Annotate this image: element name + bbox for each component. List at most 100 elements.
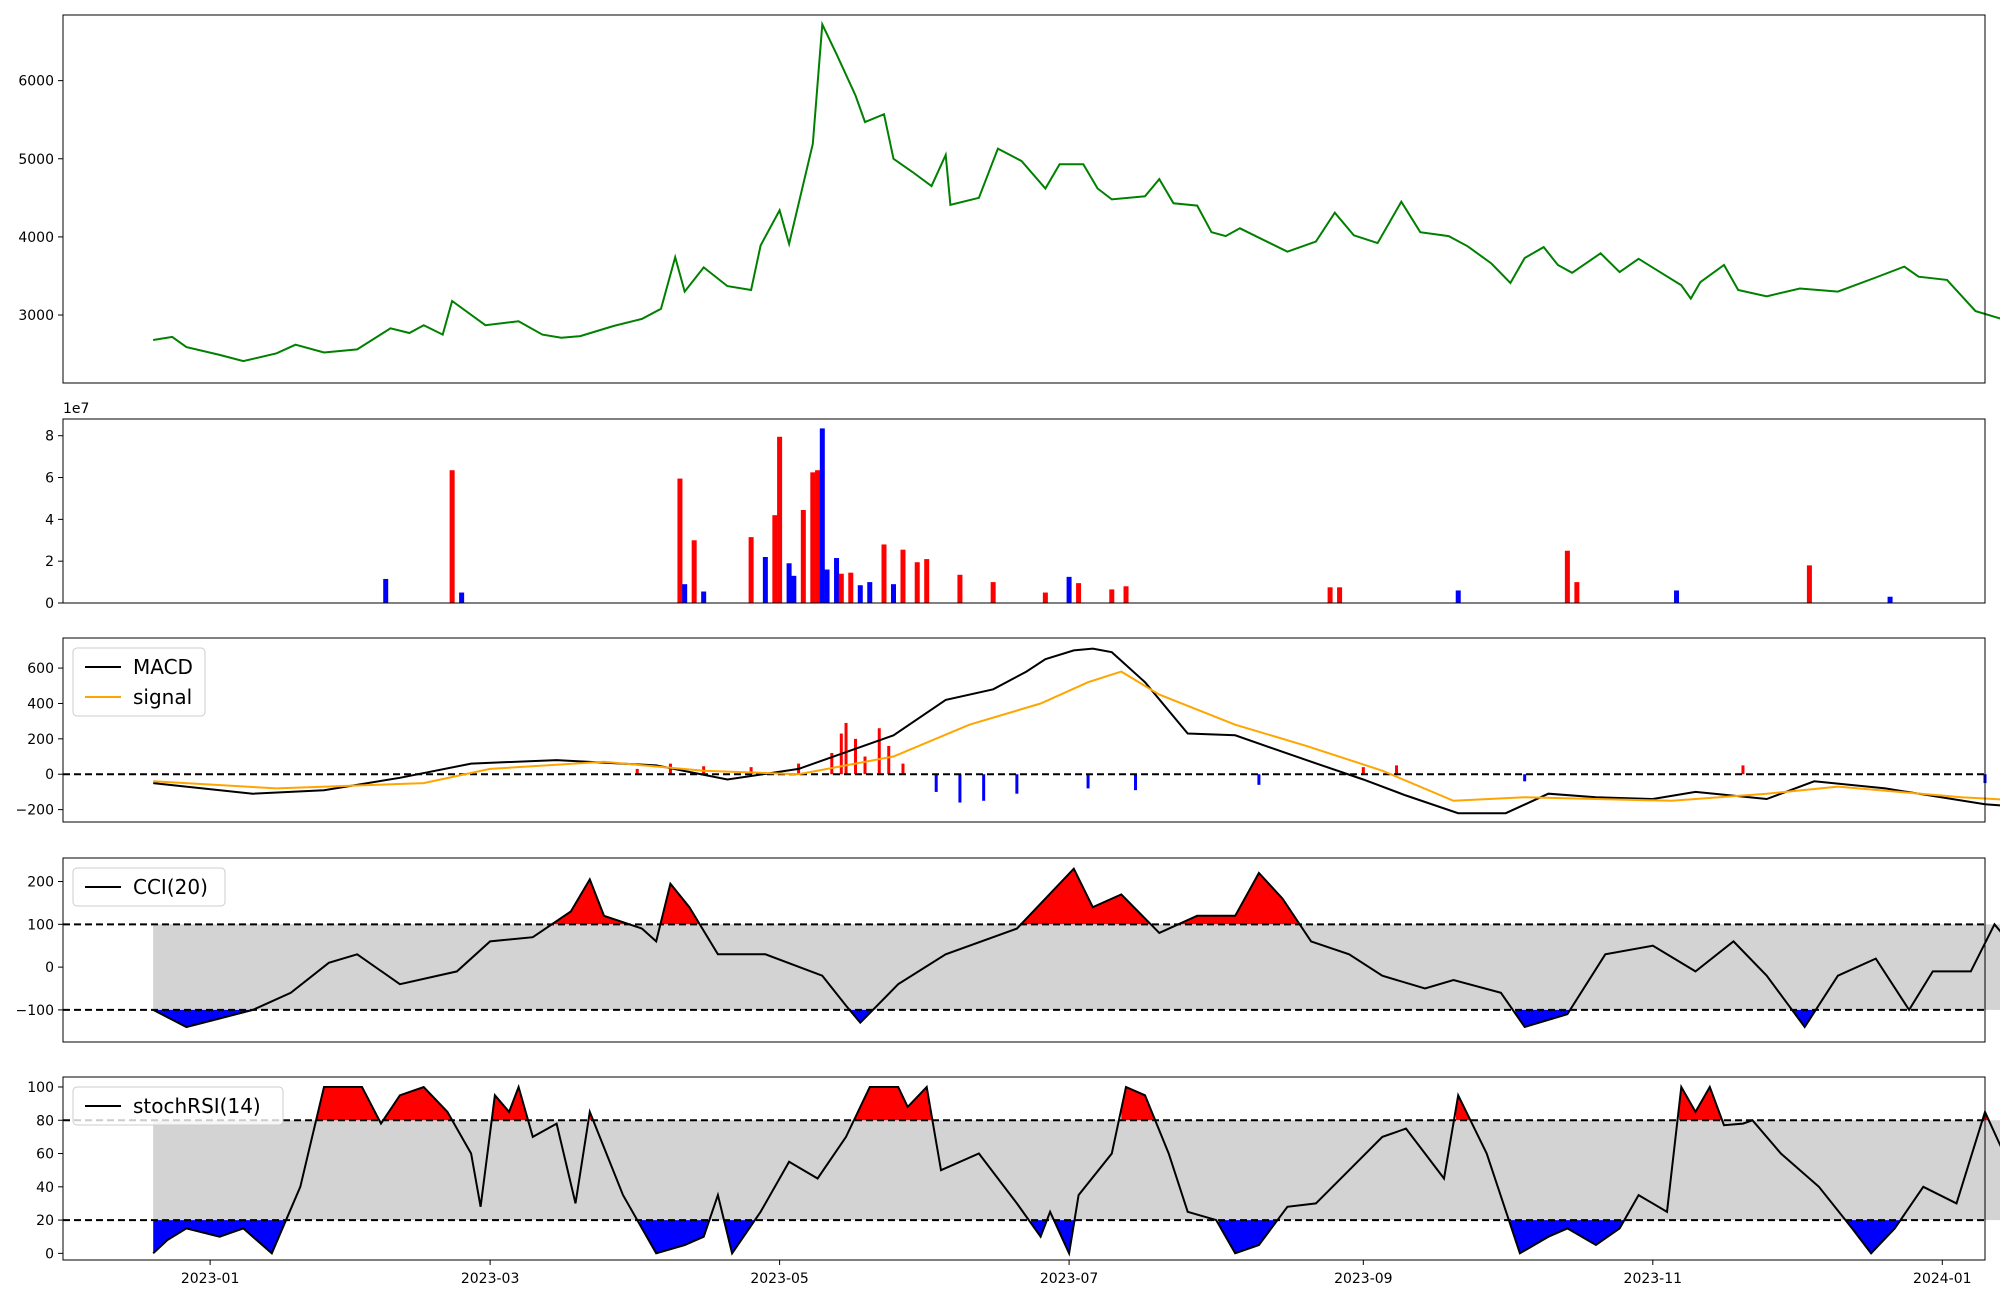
volume-bar	[459, 593, 464, 603]
volume-bar	[848, 573, 853, 603]
macd-histogram-bar	[1741, 765, 1744, 774]
volume-bar	[701, 592, 706, 604]
macd-histogram-bar	[1523, 774, 1526, 781]
y-tick-label: 3000	[18, 308, 54, 324]
volume-bar	[1888, 597, 1893, 603]
x-tick-label: 2023-01	[181, 1271, 240, 1287]
cci-oversold-fill	[156, 1010, 2000, 1031]
macd-histogram-bar	[887, 746, 890, 774]
y-tick-label: 4000	[18, 230, 54, 246]
legend-label: MACD	[133, 655, 193, 679]
volume-bar	[682, 584, 687, 603]
legend-label: stochRSI(14)	[133, 1094, 261, 1118]
volume-bar	[1574, 582, 1579, 603]
macd-histogram-bar	[982, 774, 985, 801]
volume-bar	[1043, 593, 1048, 603]
macd-histogram-bar	[901, 764, 904, 775]
x-tick-label: 2023-09	[1334, 1271, 1393, 1287]
volume-bar	[891, 584, 896, 603]
legend-label: CCI(20)	[133, 875, 208, 899]
y-tick-label: −100	[16, 1003, 54, 1019]
volume-bar	[1076, 583, 1081, 603]
volume-bar	[825, 570, 830, 603]
volume-bar	[991, 582, 996, 603]
y-tick-label: 5000	[18, 152, 54, 168]
volume-bar	[1674, 590, 1679, 603]
y-tick-label: 6	[45, 471, 54, 487]
y-tick-label: 20	[36, 1213, 54, 1229]
volume-bar	[820, 428, 825, 603]
macd-histogram-bar	[1015, 774, 1018, 793]
volume-bar	[858, 585, 863, 603]
y-tick-label: 80	[36, 1113, 54, 1129]
y-tick-label: 100	[27, 1080, 54, 1096]
volume-bar	[1456, 590, 1461, 603]
macd-histogram-bar	[1362, 767, 1365, 774]
volume-bar	[839, 574, 844, 603]
volume-bar	[1124, 586, 1129, 603]
volume-bar	[692, 540, 697, 603]
volume-bar	[900, 550, 905, 603]
y-tick-label: −200	[16, 803, 54, 819]
macd-panel-frame	[63, 638, 1985, 822]
y-tick-label: 2	[45, 554, 54, 570]
macd-histogram-bar	[1257, 774, 1260, 785]
macd-histogram-bar	[854, 739, 857, 774]
price-panel-frame	[63, 15, 1985, 383]
macd-histogram-bar	[878, 728, 881, 774]
volume-bar	[915, 562, 920, 603]
volume-bar	[1067, 577, 1072, 603]
macd-histogram-bar	[1395, 765, 1398, 774]
x-tick-label: 2023-03	[461, 1271, 520, 1287]
volume-bar	[1337, 587, 1342, 603]
y-tick-label: 0	[45, 596, 54, 612]
macd-histogram-bar	[864, 757, 867, 775]
y-tick-label: 200	[27, 875, 54, 891]
volume-bar	[1109, 589, 1114, 603]
macd-histogram-bar	[1087, 774, 1090, 788]
x-tick-label: 2023-05	[750, 1271, 809, 1287]
stochrsi-overbought-fill	[317, 1087, 2000, 1120]
macd-histogram-bar	[958, 774, 961, 802]
volume-offset-label: 1e7	[63, 401, 89, 417]
y-tick-label: 0	[45, 1246, 54, 1262]
y-tick-label: 60	[36, 1147, 54, 1163]
y-tick-label: 8	[45, 429, 54, 445]
macd-histogram-bar	[935, 774, 938, 792]
volume-bar	[787, 563, 792, 603]
macd-line	[153, 649, 2000, 814]
stochrsi-oversold-fill	[153, 1220, 2000, 1253]
volume-bar	[749, 537, 754, 603]
y-tick-label: 400	[27, 696, 54, 712]
volume-bar	[815, 470, 820, 603]
x-tick-label: 2023-11	[1624, 1271, 1683, 1287]
cci-neutral-band	[153, 924, 2000, 1010]
x-tick-label: 2024-01	[1913, 1271, 1972, 1287]
y-tick-label: 0	[45, 960, 54, 976]
y-tick-label: 100	[27, 917, 54, 933]
volume-bar	[1807, 565, 1812, 603]
price-line	[153, 24, 2000, 361]
volume-bar	[882, 544, 887, 603]
volume-panel-frame	[63, 419, 1985, 603]
volume-bar	[791, 576, 796, 603]
legend-label: signal	[133, 685, 192, 709]
volume-bar	[677, 479, 682, 603]
y-tick-label: 40	[36, 1180, 54, 1196]
volume-bar	[772, 515, 777, 603]
volume-bar	[834, 558, 839, 603]
volume-bar	[450, 470, 455, 603]
volume-bar	[801, 510, 806, 603]
volume-bar	[957, 575, 962, 603]
y-tick-label: 600	[27, 661, 54, 677]
macd-histogram-bar	[1134, 774, 1137, 790]
volume-bar	[867, 582, 872, 603]
x-tick-label: 2023-07	[1040, 1271, 1099, 1287]
y-tick-label: 4	[45, 512, 54, 528]
cci-overbought-fill	[554, 869, 2000, 925]
volume-bar	[1328, 587, 1333, 603]
volume-bar	[383, 579, 388, 603]
volume-bar	[763, 557, 768, 603]
y-tick-label: 200	[27, 732, 54, 748]
